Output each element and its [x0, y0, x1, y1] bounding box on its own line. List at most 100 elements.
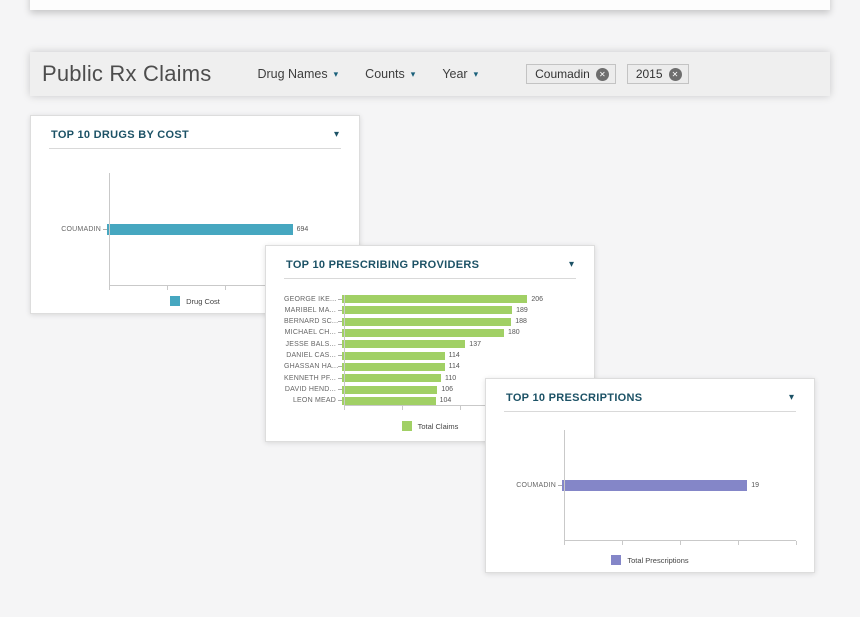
bar-track: 110: [342, 374, 576, 383]
dropdown-year[interactable]: Year ▾: [442, 67, 478, 81]
bar-track: 104: [342, 396, 576, 405]
bar[interactable]: [342, 396, 436, 405]
header-bar: Public Rx Claims Drug Names ▾ Counts ▾ Y…: [30, 52, 830, 96]
x-axis-tick: [402, 406, 403, 410]
x-axis-tick: [109, 286, 110, 290]
category-label: MICHAEL CH...: [284, 329, 336, 337]
bar-chart-total-claims: GEORGE IKE... 206 MARIBEL MA... 189 BERNARD …: [284, 281, 577, 441]
bar-track: 189: [342, 306, 576, 315]
x-axis-tick: [622, 541, 623, 545]
bar-track: 206: [342, 295, 576, 303]
bar-row: BERNARD SC... 188: [284, 317, 576, 326]
bar[interactable]: [342, 295, 528, 303]
x-axis-tick: [344, 406, 345, 410]
plot-area: GEORGE IKE... 206 MARIBEL MA... 189 BERNARD …: [284, 295, 576, 405]
bar-track: 180: [342, 328, 576, 337]
filter-chip-coumadin[interactable]: Coumadin ✕: [526, 64, 616, 84]
bar[interactable]: [342, 340, 466, 349]
caret-down-icon: ▾: [473, 68, 479, 79]
legend-label: Drug Cost: [186, 296, 220, 306]
card-header: TOP 10 PRESCRIPTIONS ▾: [504, 379, 796, 412]
category-label: GHASSAN HA...: [284, 363, 338, 371]
category-tick: [338, 377, 342, 379]
bar-row: COUMADIN 694: [49, 223, 341, 235]
x-axis-tick: [564, 541, 565, 545]
x-axis-tick: [460, 406, 461, 410]
dropdown-counts[interactable]: Counts ▾: [365, 67, 415, 81]
close-icon[interactable]: ✕: [595, 67, 609, 81]
category-tick: [558, 484, 562, 486]
chart-menu-caret-icon[interactable]: ▾: [333, 129, 339, 140]
card-title: TOP 10 PRESCRIPTIONS: [506, 392, 643, 404]
bar[interactable]: [342, 306, 513, 315]
bar[interactable]: [562, 479, 748, 491]
bar[interactable]: [342, 351, 445, 360]
bar-row: MARIBEL MA... 189: [284, 306, 576, 315]
x-axis-tick: [680, 541, 681, 545]
legend-swatch: [170, 296, 181, 306]
category-tick: [338, 332, 342, 334]
x-axis-tick: [738, 541, 739, 545]
bar-track: 137: [342, 340, 576, 349]
category-label: DAVID HEND...: [284, 386, 336, 394]
plot-area: COUMADIN 694: [49, 173, 341, 285]
bar-row: JESSE BALS... 137: [284, 340, 576, 349]
value-label: 104: [439, 397, 452, 405]
bar[interactable]: [342, 374, 441, 383]
category-label: KENNETH PF...: [284, 374, 336, 382]
category-label: MARIBEL MA...: [284, 306, 336, 314]
page-title: Public Rx Claims: [42, 61, 212, 86]
bar[interactable]: [342, 362, 445, 371]
chart-menu-caret-icon[interactable]: ▾: [568, 259, 574, 270]
bar[interactable]: [107, 223, 293, 235]
category-tick: [338, 389, 342, 391]
close-icon[interactable]: ✕: [668, 67, 682, 81]
bar-row: GEORGE IKE... 206: [284, 295, 576, 303]
x-axis-tick: [167, 286, 168, 290]
dropdown-label: Drug Names: [257, 67, 328, 81]
category-label: GEORGE IKE...: [284, 295, 337, 303]
category-label: BERNARD SC...: [284, 318, 338, 326]
legend-label: Total Claims: [417, 421, 459, 431]
dropdown-drug-names[interactable]: Drug Names ▾: [257, 67, 338, 81]
bar[interactable]: [342, 317, 512, 326]
legend-label: Total Prescriptions: [627, 555, 689, 565]
bar-row: COUMADIN 19: [504, 479, 796, 491]
value-label: 137: [469, 340, 481, 348]
bar-row: DAVID HEND... 106: [284, 385, 576, 394]
filter-chip-2015[interactable]: 2015 ✕: [626, 64, 689, 84]
card-top10-prescriptions: TOP 10 PRESCRIPTIONS ▾ COUMADIN 19 Total …: [485, 378, 815, 573]
bar[interactable]: [342, 328, 504, 337]
value-label: 189: [516, 306, 528, 314]
bar-row: DANIEL CAS... 114: [284, 351, 576, 360]
value-label: 188: [515, 318, 527, 326]
bar-track: 694: [107, 223, 341, 235]
chart-menu-caret-icon[interactable]: ▾: [788, 392, 794, 403]
legend: Total Prescriptions: [504, 555, 796, 565]
y-axis: [109, 173, 110, 285]
category-label: LEON MEAD: [292, 397, 336, 405]
value-label: 694: [296, 225, 309, 233]
bar-track: 188: [342, 317, 576, 326]
x-axis-tick: [225, 286, 226, 290]
value-label: 206: [531, 295, 544, 303]
legend: Total Claims: [284, 421, 576, 431]
bar-track: 19: [562, 479, 796, 491]
bar-track: 106: [342, 385, 576, 394]
category-tick: [338, 298, 342, 300]
category-tick: [338, 355, 342, 357]
legend: Drug Cost: [49, 296, 341, 306]
plot-area: COUMADIN 19: [504, 430, 796, 540]
y-axis: [564, 430, 565, 540]
value-label: 110: [445, 374, 457, 382]
bar-track: 114: [342, 362, 576, 371]
bar[interactable]: [342, 385, 438, 394]
category-label: DANIEL CAS...: [286, 352, 336, 360]
bar-row: GHASSAN HA... 114: [284, 362, 576, 371]
value-label: 114: [448, 363, 460, 371]
legend-swatch: [401, 421, 412, 431]
chip-label: 2015: [635, 67, 663, 81]
card-title: TOP 10 DRUGS BY COST: [51, 129, 190, 141]
card-title: TOP 10 PRESCRIBING PROVIDERS: [286, 259, 480, 271]
